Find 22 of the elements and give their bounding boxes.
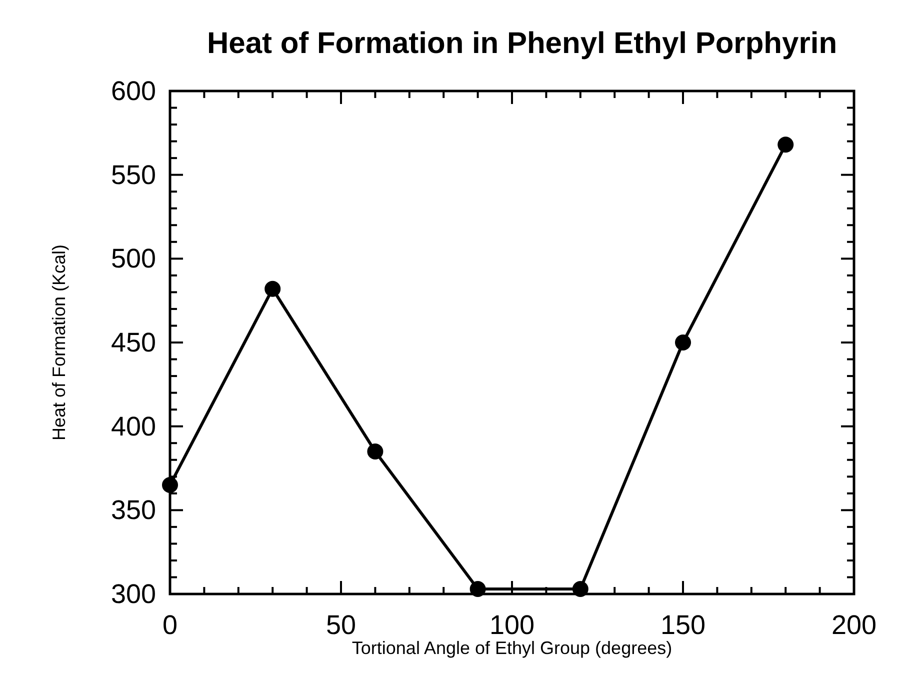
point xyxy=(778,136,794,153)
y-axis-title: Heat of Formation (Kcal) xyxy=(49,244,69,441)
point xyxy=(162,477,178,494)
x-axis-title: Tortional Angle of Ethyl Group (degrees) xyxy=(352,638,672,658)
y-tick-label: 400 xyxy=(110,411,156,442)
y-tick-label: 550 xyxy=(110,160,156,190)
x-tick-label: 100 xyxy=(489,610,535,640)
point xyxy=(264,280,281,297)
x-tick-label: 50 xyxy=(326,610,356,640)
x-tick-label: 0 xyxy=(162,610,178,640)
point xyxy=(470,580,486,597)
x-tick-label: 150 xyxy=(660,610,706,640)
y-tick-label: 600 xyxy=(110,76,156,106)
point xyxy=(572,580,588,597)
point xyxy=(675,334,691,350)
y-tick-label: 300 xyxy=(110,579,156,609)
y-tick-label: 350 xyxy=(110,495,156,526)
y-tick-label: 500 xyxy=(110,244,156,274)
point xyxy=(367,443,384,460)
chart-title: Heat of Formation in Phenyl Ethyl Porphyrin xyxy=(206,27,838,60)
x-tick-label: 200 xyxy=(831,610,877,640)
y-tick-label: 450 xyxy=(110,328,156,358)
